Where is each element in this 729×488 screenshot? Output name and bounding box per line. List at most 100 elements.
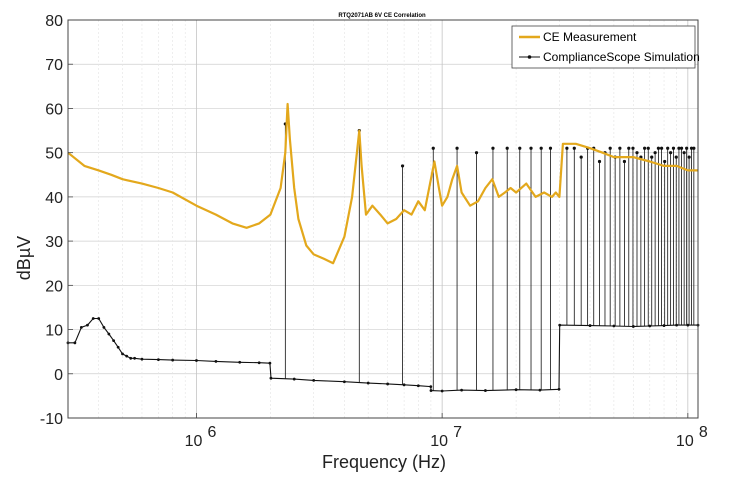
simulation-point: [631, 325, 635, 328]
simulation-spike-marker: [548, 146, 553, 150]
simulation-point: [292, 377, 296, 381]
simulation-point: [102, 325, 106, 329]
simulation-spike-marker: [679, 146, 684, 150]
legend-label-sim: ComplianceScope Simulation: [543, 50, 700, 64]
y-tick-label: 10: [45, 323, 63, 340]
y-tick-label: 0: [54, 367, 63, 384]
simulation-point: [484, 389, 487, 392]
simulation-spike-marker: [674, 155, 678, 159]
simulation-spike-marker: [518, 146, 522, 150]
simulation-point: [366, 381, 370, 385]
simulation-spike-marker: [618, 146, 622, 150]
simulation-point: [312, 379, 316, 382]
x-tick-label: 10: [430, 433, 448, 450]
simulation-spike-marker: [666, 146, 670, 150]
simulation-point: [440, 389, 444, 393]
simulation-point: [214, 359, 218, 363]
y-axis-label: dBµV: [14, 236, 34, 280]
chart-title: RTQ2071AB 6V CE Correlation: [338, 13, 426, 19]
simulation-point: [342, 380, 346, 384]
simulation-point: [402, 383, 406, 387]
simulation-point: [112, 339, 116, 343]
legend: CE Measurement ComplianceScope Simulatio…: [511, 25, 700, 69]
y-tick-label: 50: [45, 146, 63, 163]
simulation-spike-marker: [597, 159, 602, 164]
series-layer: [66, 102, 700, 393]
simulation-spike-marker: [529, 146, 533, 150]
y-tick-label: 20: [45, 278, 63, 295]
y-tick-label: -10: [40, 411, 63, 428]
simulation-point: [460, 388, 464, 392]
simulation-spike-marker: [608, 146, 612, 150]
simulation-spike-marker: [505, 146, 509, 150]
simulation-spike-marker: [659, 146, 664, 150]
simulation-point: [116, 345, 120, 349]
x-tick-exponent: 7: [453, 424, 462, 441]
simulation-point: [268, 361, 272, 365]
simulation-spike-marker: [579, 155, 583, 159]
simulation-spike-marker: [631, 146, 635, 150]
simulation-spike-marker: [400, 164, 405, 168]
simulation-point: [588, 324, 592, 327]
y-tick-label: 60: [45, 101, 63, 118]
simulation-point: [129, 356, 133, 360]
simulation-point: [171, 358, 175, 362]
simulation-spike-marker: [455, 146, 459, 150]
simulation-spike-marker: [669, 151, 673, 155]
y-tick-label: 40: [45, 190, 63, 207]
simulation-point: [107, 332, 111, 336]
x-tick-exponent: 8: [699, 424, 708, 441]
simulation-spike-marker: [685, 146, 689, 150]
simulation-point: [157, 358, 160, 362]
legend-box: [511, 25, 696, 69]
x-tick-exponent: 6: [207, 424, 216, 441]
simulation-spike-marker: [671, 146, 676, 150]
simulation-spike-marker: [565, 146, 569, 150]
legend-marker-sim: [527, 55, 532, 59]
simulation-point: [125, 354, 129, 358]
simulation-spike-marker: [646, 146, 650, 150]
simulation-spike-marker: [431, 146, 435, 150]
simulation-spike-marker: [539, 146, 543, 150]
simulation-point: [79, 325, 83, 329]
simulation-point: [686, 323, 690, 327]
simulation-spike-marker: [653, 151, 657, 155]
x-axis-label: Frequency (Hz): [322, 452, 446, 472]
simulation-point: [269, 376, 273, 380]
simulation-point: [257, 361, 261, 365]
simulation-point: [416, 384, 420, 388]
simulation-point: [662, 324, 666, 327]
simulation-spike-marker: [682, 151, 686, 155]
simulation-spike-marker: [572, 146, 576, 150]
simulation-spike-marker: [663, 159, 667, 164]
y-tick-label: 80: [45, 13, 63, 30]
simulation-point: [429, 389, 433, 392]
simulation-point: [675, 323, 678, 327]
x-tick-label: 10: [676, 433, 694, 450]
ce-measurement-line: [67, 102, 698, 265]
simulation-point: [121, 352, 124, 356]
simulation-point: [386, 382, 390, 386]
y-tick-label: 70: [45, 57, 63, 74]
simulation-point: [86, 323, 89, 327]
simulation-point: [612, 324, 616, 328]
simulation-point: [97, 317, 101, 320]
simulation-spike-marker: [627, 146, 631, 150]
simulation-point: [91, 317, 95, 320]
simulation-point: [73, 341, 77, 345]
simulation-point: [429, 385, 433, 389]
simulation-spike-marker: [622, 159, 627, 164]
simulation-spike-marker: [635, 151, 639, 155]
simulation-point: [558, 323, 562, 327]
simulation-spike-marker: [687, 155, 691, 159]
simulation-spike-marker: [474, 151, 479, 155]
simulation-point: [238, 360, 242, 364]
simulation-spike-marker: [692, 146, 696, 150]
simulation-point: [557, 387, 561, 391]
x-tick-label: 10: [185, 433, 203, 450]
simulation-spike-marker: [677, 146, 681, 150]
plot-frame: [67, 19, 699, 419]
